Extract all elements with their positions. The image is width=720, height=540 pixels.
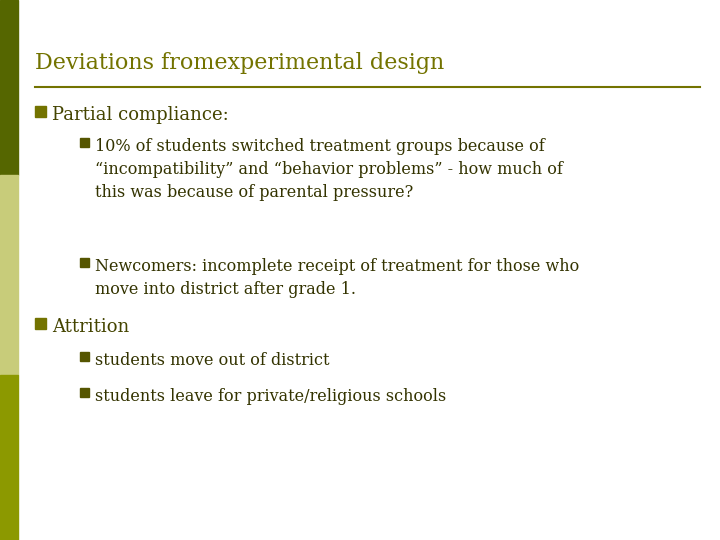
Bar [0, 175, 18, 375]
Text: students leave for private/religious schools: students leave for private/religious sch… [95, 388, 446, 405]
Bar [80, 388, 89, 397]
Text: 10% of students switched treatment groups because of
“incompatibility” and “beha: 10% of students switched treatment group… [95, 138, 563, 201]
Text: Newcomers: incomplete receipt of treatment for those who
move into district afte: Newcomers: incomplete receipt of treatme… [95, 258, 580, 298]
Text: Partial compliance:: Partial compliance: [52, 106, 229, 124]
Bar [35, 318, 46, 329]
Text: Attrition: Attrition [52, 318, 130, 336]
Bar [80, 352, 89, 361]
Bar [0, 0, 18, 175]
Bar [35, 106, 46, 117]
Bar [80, 138, 89, 147]
Bar [0, 375, 18, 540]
Bar [80, 258, 89, 267]
Text: students move out of district: students move out of district [95, 352, 330, 369]
Text: Deviations fromexperimental design: Deviations fromexperimental design [35, 52, 444, 74]
